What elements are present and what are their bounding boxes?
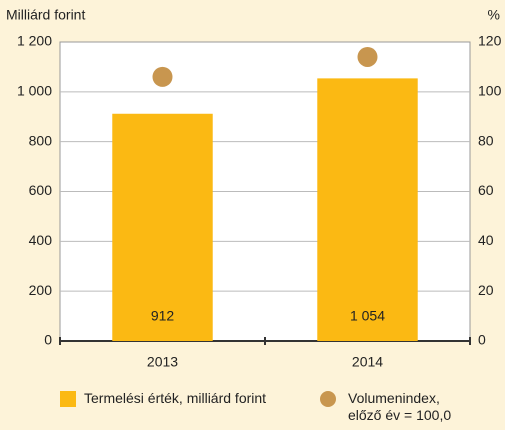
y-tick-label: 1 200 xyxy=(17,33,52,49)
data-label: 912 xyxy=(151,308,175,324)
legend-swatch-dot xyxy=(320,391,336,407)
bar xyxy=(317,78,418,342)
x-tick-label: 2014 xyxy=(352,354,383,370)
data-label: 1 054 xyxy=(350,308,385,324)
bar xyxy=(112,113,213,341)
y2-tick-label: 40 xyxy=(478,232,494,248)
dot xyxy=(357,46,378,67)
legend-swatch-bar xyxy=(60,391,76,407)
dot xyxy=(152,66,173,87)
y2-tick-label: 100 xyxy=(478,83,502,99)
y2-tick-label: 20 xyxy=(478,282,494,298)
y-tick-label: 400 xyxy=(29,232,53,248)
y-tick-label: 0 xyxy=(44,332,52,348)
y2-tick-label: 120 xyxy=(478,33,502,49)
legend-label: Volumenindex, előző év = 100,0 xyxy=(348,390,452,423)
y2-tick-label: 80 xyxy=(478,132,494,148)
y-tick-label: 1 000 xyxy=(17,83,52,99)
y2-axis-label: % xyxy=(488,7,500,23)
legend-label: Termelési érték, milliárd forint xyxy=(84,390,267,406)
y2-tick-label: 60 xyxy=(478,182,494,198)
y-tick-label: 200 xyxy=(29,282,53,298)
y2-tick-label: 0 xyxy=(478,332,486,348)
y-tick-label: 800 xyxy=(29,132,53,148)
x-tick-label: 2013 xyxy=(147,354,178,370)
y-axis-label: Milliárd forint xyxy=(6,7,85,23)
y-tick-label: 600 xyxy=(29,182,53,198)
